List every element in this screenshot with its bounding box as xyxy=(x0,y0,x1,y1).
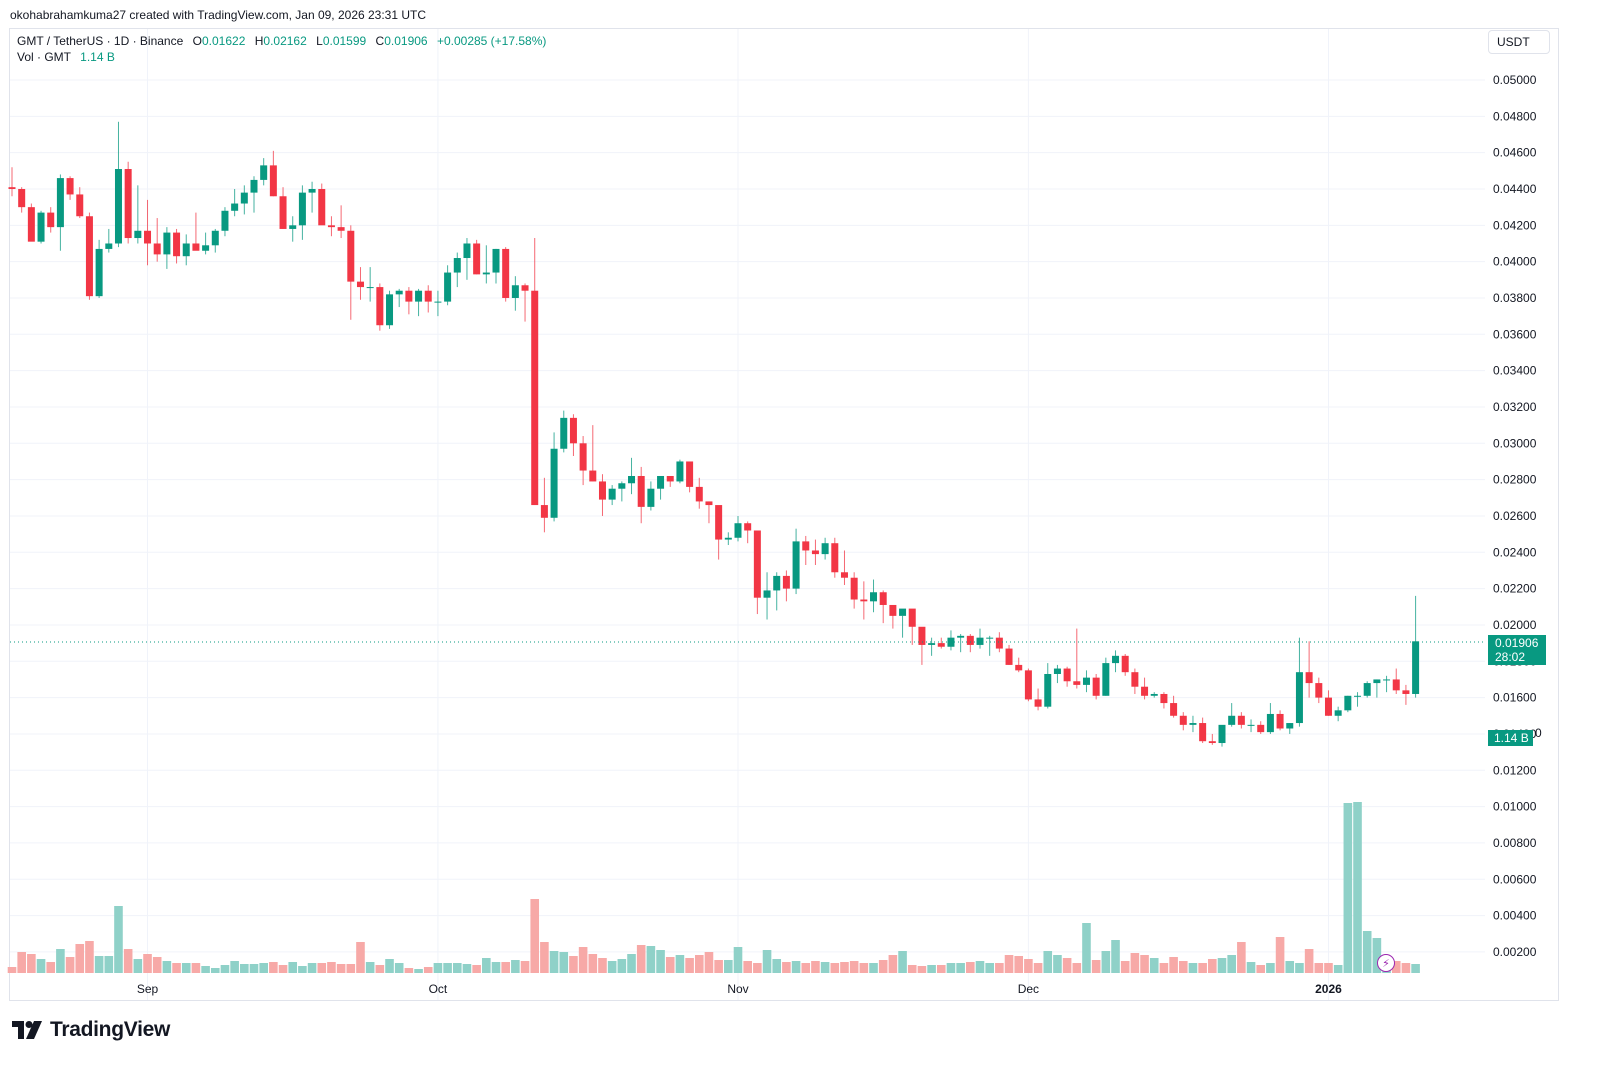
price-tick-label: 0.04400 xyxy=(1493,182,1537,196)
price-tick-label: 0.02600 xyxy=(1493,509,1537,523)
last-price-value: 0.01906 xyxy=(1495,636,1539,650)
price-tick-label: 0.03800 xyxy=(1493,291,1537,305)
time-tick-label: Oct xyxy=(429,982,448,996)
tradingview-logo: TradingView xyxy=(12,1018,170,1042)
symbol-title[interactable]: GMT / TetherUS · 1D · Binance xyxy=(17,34,184,48)
high-value: 0.02162 xyxy=(263,34,307,48)
open-value: 0.01622 xyxy=(201,34,246,48)
time-tick-label: Nov xyxy=(727,982,748,996)
price-tick-label: 0.04000 xyxy=(1493,255,1537,269)
price-axis: 0.05000 0.04800 0.04600 0.04400 0.04200 0.040… xyxy=(1493,73,1537,959)
price-tick-label: 0.01600 xyxy=(1493,691,1537,705)
currency-button[interactable]: USDT xyxy=(1488,30,1550,54)
price-tick-label: 0.00600 xyxy=(1493,872,1537,886)
lightning-icon[interactable]: ⚡ xyxy=(1377,954,1395,972)
price-tick-label: 0.00400 xyxy=(1493,909,1537,923)
tradingview-logo-text: TradingView xyxy=(50,1018,171,1041)
price-tick-label: 0.01200 xyxy=(1493,763,1537,777)
price-tick-label: 0.02800 xyxy=(1493,473,1537,487)
low-label: L xyxy=(316,34,323,48)
price-tick-label: 0.02200 xyxy=(1493,582,1537,596)
price-tick-label: 0.05000 xyxy=(1493,73,1537,87)
time-tick-label: Sep xyxy=(137,982,159,996)
price-tick-label: 0.04200 xyxy=(1493,218,1537,232)
price-tick-label: 0.00200 xyxy=(1493,945,1537,959)
close-label: C xyxy=(375,34,385,48)
volume-tag: 1.14 B xyxy=(1488,730,1533,746)
price-tick-label: 0.03600 xyxy=(1493,327,1537,341)
tradingview-logo-icon xyxy=(12,1021,42,1039)
low-value: 0.01599 xyxy=(322,34,367,48)
price-tick-label: 0.03200 xyxy=(1493,400,1537,414)
time-tick-label: Dec xyxy=(1018,982,1039,996)
chart-legend: GMT / TetherUS · 1D · Binance O0.01622 H… xyxy=(17,33,546,65)
price-tick-label: 0.03000 xyxy=(1493,436,1537,450)
price-tick-label: 0.01000 xyxy=(1493,800,1537,814)
chart-frame xyxy=(9,28,1559,1001)
time-tick-label: 2026 xyxy=(1315,982,1342,996)
close-value: 0.01906 xyxy=(384,34,428,48)
grid-lines xyxy=(10,29,1485,1000)
last-price-tag: 0.01906 28:02 xyxy=(1488,635,1546,665)
price-tick-label: 0.04600 xyxy=(1493,146,1537,160)
high-label: H xyxy=(254,34,264,48)
volume-label[interactable]: Vol · GMT xyxy=(17,50,71,64)
price-tick-label: 0.04800 xyxy=(1493,109,1537,123)
chart-credit: okohabrahamkuma27 created with TradingVi… xyxy=(10,8,427,22)
bar-countdown: 28:02 xyxy=(1495,650,1526,664)
change-value: +0.00285 (+17.58%) xyxy=(436,34,547,48)
open-label: O xyxy=(192,34,202,48)
price-candles xyxy=(8,121,1420,747)
price-tick-label: 0.03400 xyxy=(1493,364,1537,378)
time-axis: Sep Oct Nov Dec 2026 xyxy=(137,982,1342,996)
price-tick-label: 0.00800 xyxy=(1493,836,1537,850)
price-tick-label: 0.02000 xyxy=(1493,618,1537,632)
volume-value: 1.14 B xyxy=(80,50,115,64)
price-tick-label: 0.02400 xyxy=(1493,545,1537,559)
volume-tag-tail: 0 xyxy=(1535,726,1542,740)
volume-bars xyxy=(7,802,1420,973)
